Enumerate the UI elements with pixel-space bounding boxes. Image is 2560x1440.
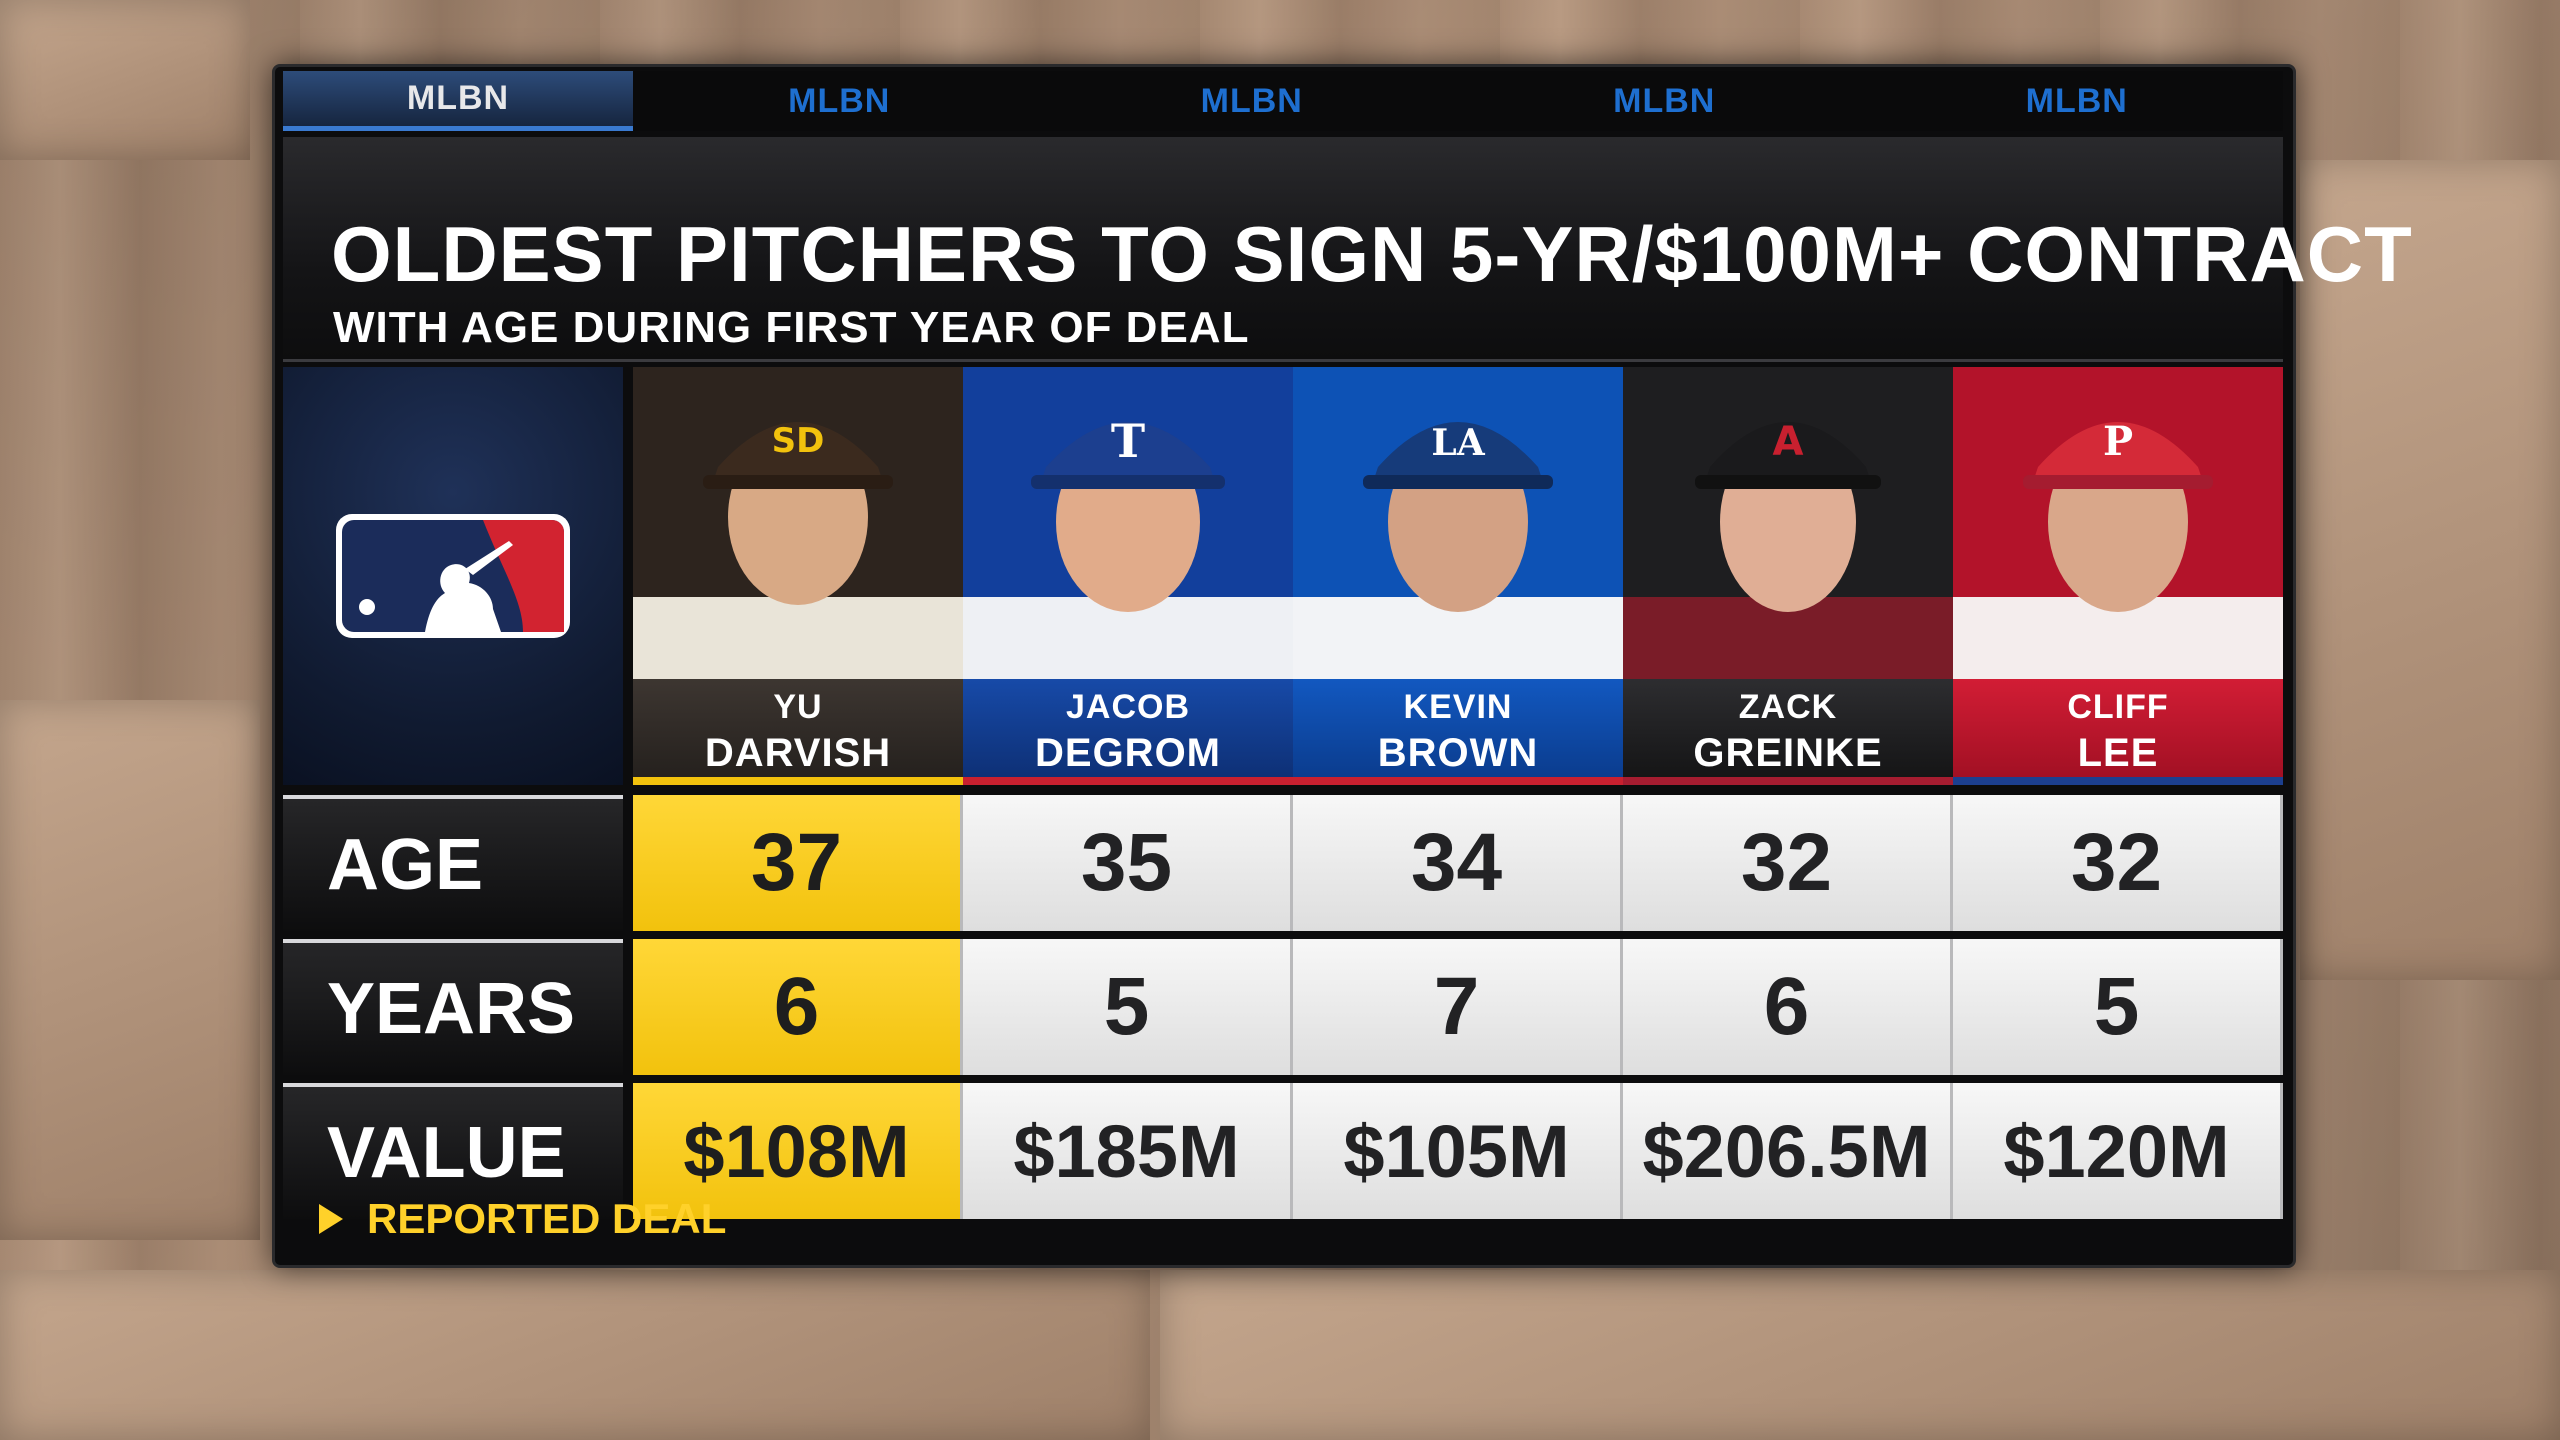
player-last-name: GREINKE	[1693, 731, 1883, 775]
wood-block	[0, 700, 260, 1240]
player-card-lee: P CLIFF LEE	[1953, 367, 2283, 785]
row-label-age: AGE	[283, 795, 623, 931]
player-first-name: JACOB	[1065, 688, 1191, 726]
player-photo-greinke: A	[1623, 367, 1953, 679]
player-card-greinke: A ZACK GREINKE	[1623, 367, 1953, 785]
tab-mlbn-3: MLBN	[1200, 81, 1303, 120]
cell-age-greinke: 32	[1623, 795, 1953, 931]
nameplate-lee: CLIFF LEE	[1953, 679, 2283, 785]
wood-block	[2300, 160, 2560, 980]
cell-years-brown: 7	[1293, 939, 1623, 1075]
stats-table: AGE 37 35 34 32 32 YEARS 6 5 7 6 5 VALUE…	[283, 795, 2283, 1227]
player-photo-degrom: T	[963, 367, 1293, 679]
svg-text:A: A	[1773, 419, 1804, 465]
svg-text:SD: SD	[772, 421, 825, 461]
graphic-subtitle: WITH AGE DURING FIRST YEAR OF DEAL	[333, 303, 1250, 352]
wood-block	[0, 1270, 1150, 1440]
play-triangle-icon	[319, 1204, 343, 1234]
team-stripe	[1953, 777, 2283, 785]
player-columns: SD YU DARVISH T JACOB DEGROM	[633, 367, 2283, 785]
cell-years-greinke: 6	[1623, 939, 1953, 1075]
player-photo-darvish: SD	[633, 367, 963, 679]
team-stripe	[1293, 777, 1623, 785]
network-tab-bar: MLBN MLBN MLBN MLBN MLBN	[283, 71, 2283, 131]
cell-value-darvish: $108M	[633, 1083, 963, 1219]
tab-mlbn-4: MLBN	[1613, 81, 1716, 120]
graphic-title: OLDEST PITCHERS TO SIGN 5-YR/$100M+ CONT…	[331, 210, 2413, 298]
svg-text:LA: LA	[1431, 422, 1485, 464]
player-photo-lee: P	[1953, 367, 2283, 679]
nameplate-brown: KEVIN BROWN	[1293, 679, 1623, 785]
table-row-years: YEARS 6 5 7 6 5	[283, 939, 2283, 1079]
cell-years-degrom: 5	[963, 939, 1293, 1075]
cell-age-darvish: 37	[633, 795, 963, 931]
cell-value-brown: $105M	[1293, 1083, 1623, 1219]
cell-value-degrom: $185M	[963, 1083, 1293, 1219]
mlb-logo-icon	[336, 514, 570, 638]
team-stripe	[1623, 777, 1953, 785]
tab-mlbn-5: MLBN	[2025, 81, 2128, 120]
player-photo-brown: LA	[1293, 367, 1623, 679]
tab-mlbn-2: MLBN	[788, 81, 891, 120]
nameplate-greinke: ZACK GREINKE	[1623, 679, 1953, 785]
team-stripe	[963, 777, 1293, 785]
note-text: REPORTED DEAL	[367, 1195, 727, 1242]
nameplate-degrom: JACOB DEGROM	[963, 679, 1293, 785]
cell-age-lee: 32	[1953, 795, 2283, 931]
row-label-years: YEARS	[283, 939, 623, 1075]
graphic-panel: MLBN MLBN MLBN MLBN MLBN OLDEST PITCHERS…	[272, 64, 2412, 1268]
player-first-name: YU	[773, 688, 823, 726]
player-card-degrom: T JACOB DEGROM	[963, 367, 1293, 785]
player-last-name: DEGROM	[1035, 731, 1221, 775]
cell-years-lee: 5	[1953, 939, 2283, 1075]
svg-text:T: T	[1111, 414, 1145, 468]
svg-text:P: P	[2103, 418, 2133, 465]
team-stripe	[633, 777, 963, 785]
player-last-name: DARVISH	[704, 731, 892, 775]
player-first-name: CLIFF	[2067, 688, 2169, 726]
player-last-name: LEE	[2077, 731, 2159, 775]
cell-value-lee: $120M	[1953, 1083, 2283, 1219]
wood-block	[1160, 1270, 2560, 1440]
player-first-name: KEVIN	[1403, 688, 1513, 726]
cell-value-greinke: $206.5M	[1623, 1083, 1953, 1219]
league-logo-cell	[283, 367, 623, 785]
player-last-name: BROWN	[1377, 731, 1539, 775]
nameplate-darvish: YU DARVISH	[633, 679, 963, 785]
row-label-value: VALUE	[283, 1083, 623, 1219]
tab-mlbn-1: MLBN	[283, 71, 633, 131]
cell-years-darvish: 6	[633, 939, 963, 1075]
wood-block	[0, 0, 250, 160]
player-card-darvish: SD YU DARVISH	[633, 367, 963, 785]
player-first-name: ZACK	[1738, 688, 1838, 726]
cell-age-brown: 34	[1293, 795, 1623, 931]
cell-age-degrom: 35	[963, 795, 1293, 931]
player-card-brown: LA KEVIN BROWN	[1293, 367, 1623, 785]
table-row-age: AGE 37 35 34 32 32	[283, 795, 2283, 935]
table-row-value: VALUE $108M $185M $105M $206.5M $120M	[283, 1083, 2283, 1223]
reported-deal-note: REPORTED DEAL	[319, 1195, 726, 1243]
title-bar: OLDEST PITCHERS TO SIGN 5-YR/$100M+ CONT…	[283, 137, 2412, 362]
